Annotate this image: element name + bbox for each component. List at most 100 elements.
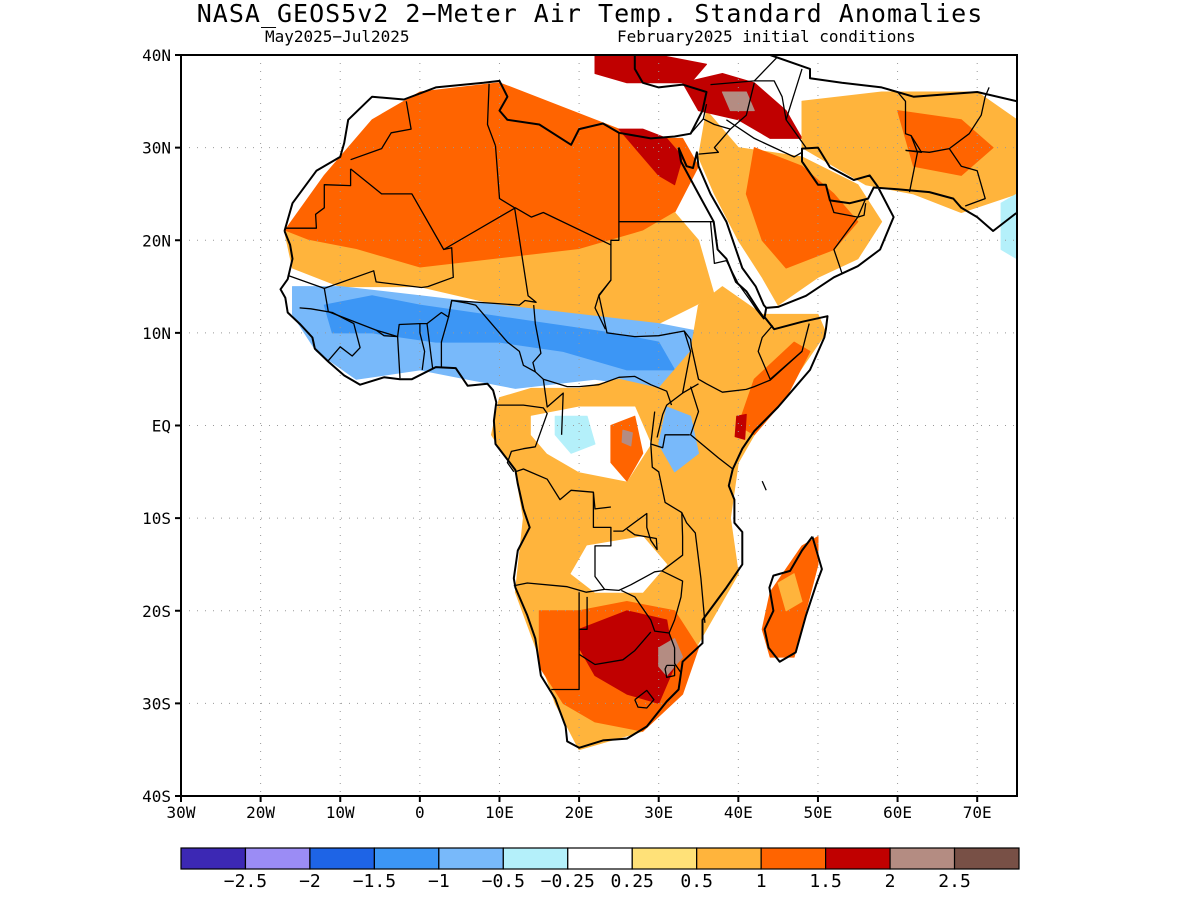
lat-tick-label: 10N: [142, 324, 171, 343]
country-border: [299, 307, 361, 362]
lon-tick-label: 0: [415, 803, 425, 822]
anomaly-region: [658, 406, 699, 473]
country-border: [494, 145, 515, 209]
country-border: [650, 411, 706, 623]
country-border: [689, 386, 734, 470]
lat-tick-label: 40N: [142, 46, 171, 65]
country-border: [375, 322, 434, 369]
country-border: [905, 87, 990, 153]
lon-tick-label: 10W: [326, 803, 355, 822]
colorbar: −2.5 −2 −1.5 −1 −0.5 −0.25 0.25 0.5 1 1.5 2 2.5: [180, 847, 1020, 892]
anomaly-region: [721, 91, 755, 112]
colorbar-swatch: [180, 847, 247, 870]
colorbar-swatch: [631, 847, 698, 870]
country-border: [710, 80, 807, 148]
colorbar-swatch: [953, 847, 1020, 870]
anomaly-region: [1000, 193, 1017, 260]
colorbar-label: −1.5: [353, 871, 396, 892]
country-border: [532, 305, 544, 380]
lon-tick-label: 20W: [246, 803, 275, 822]
anomaly-fill: [284, 55, 1017, 751]
grid-lines: [181, 55, 1017, 796]
lon-tick-label: 60E: [883, 803, 912, 822]
lat-tick-label: EQ: [152, 417, 171, 436]
country-border: [753, 57, 778, 82]
country-border: [757, 325, 803, 380]
lon-tick-label: 20E: [565, 803, 594, 822]
country-border: [542, 379, 564, 435]
colorbar-label: 2: [885, 871, 896, 892]
anomaly-region: [734, 413, 747, 440]
country-border: [610, 221, 620, 245]
country-border: [908, 135, 919, 193]
colorbar-swatch: [567, 847, 633, 870]
country-border: [419, 323, 426, 370]
colorbar-label: −0.5: [482, 871, 525, 892]
colorbar-swatch: [309, 847, 375, 870]
country-border: [578, 631, 652, 666]
lat-tick-label: 20S: [142, 602, 171, 621]
country-border: [579, 596, 588, 630]
country-border: [709, 221, 765, 320]
country-border: [592, 492, 611, 510]
country-border: [447, 299, 536, 373]
colorbar-label: −0.25: [541, 871, 595, 892]
lon-tick-label: 10E: [485, 803, 514, 822]
country-border: [698, 128, 731, 155]
anomaly-region: [610, 415, 644, 482]
country-border: [948, 148, 986, 207]
country-border: [829, 200, 858, 218]
colorbar-label: −1: [428, 871, 450, 892]
country-border: [598, 279, 810, 393]
colorbar-label: 1.5: [809, 871, 842, 892]
colorbar-label: −2.5: [224, 871, 267, 892]
anomaly-region: [594, 55, 707, 84]
colorbar-swatch: [889, 847, 956, 870]
lon-tick-label: 50E: [803, 803, 832, 822]
country-border: [287, 274, 325, 290]
country-border: [785, 68, 803, 120]
anomaly-region: [777, 573, 803, 612]
colorbar-label: 0.5: [680, 871, 713, 892]
colorbar-swatch: [502, 847, 569, 870]
chart-title: NASA_GEOS5v2 2−Meter Air Temp. Standard …: [196, 0, 984, 28]
colorbar-swatch: [760, 847, 827, 870]
country-border: [656, 392, 683, 438]
country-border: [726, 119, 803, 158]
lon-tick-label: 30E: [644, 803, 673, 822]
country-border: [761, 480, 767, 491]
lat-tick-label: 30N: [142, 139, 171, 158]
anomaly-region: [284, 212, 715, 325]
forecast-period: May2025−Jul2025: [265, 27, 410, 46]
country-border: [495, 404, 548, 473]
country-border: [426, 207, 537, 325]
colorbar-swatch: [373, 847, 440, 870]
lat-tick-label: 20N: [142, 231, 171, 250]
country-border: [634, 689, 655, 709]
coastline-madagascar: [763, 536, 823, 663]
country-border: [486, 83, 497, 147]
anomaly-region: [897, 110, 994, 176]
colorbar-swatch: [438, 847, 504, 870]
country-border: [513, 582, 605, 593]
lat-tick-label: 40S: [142, 787, 171, 806]
colorbar-label: 1: [756, 871, 767, 892]
colorbar-label: 2.5: [938, 871, 971, 892]
country-border: [613, 512, 658, 551]
lon-tick-label: 40E: [724, 803, 753, 822]
country-border: [543, 375, 673, 406]
colorbar-swatch: [825, 847, 891, 870]
lat-tick-label: 10S: [142, 509, 171, 528]
coastlines-borders: [279, 55, 1017, 749]
country-border: [323, 168, 454, 379]
country-border: [551, 592, 580, 691]
anomaly-region: [618, 128, 684, 186]
coastline-africa: [279, 55, 1017, 749]
country-border: [440, 316, 450, 368]
colorbar-label: −2: [299, 871, 321, 892]
initial-conditions: February2025 initial conditions: [617, 27, 916, 46]
colorbar-swatch: [696, 847, 762, 870]
country-border: [350, 101, 412, 161]
